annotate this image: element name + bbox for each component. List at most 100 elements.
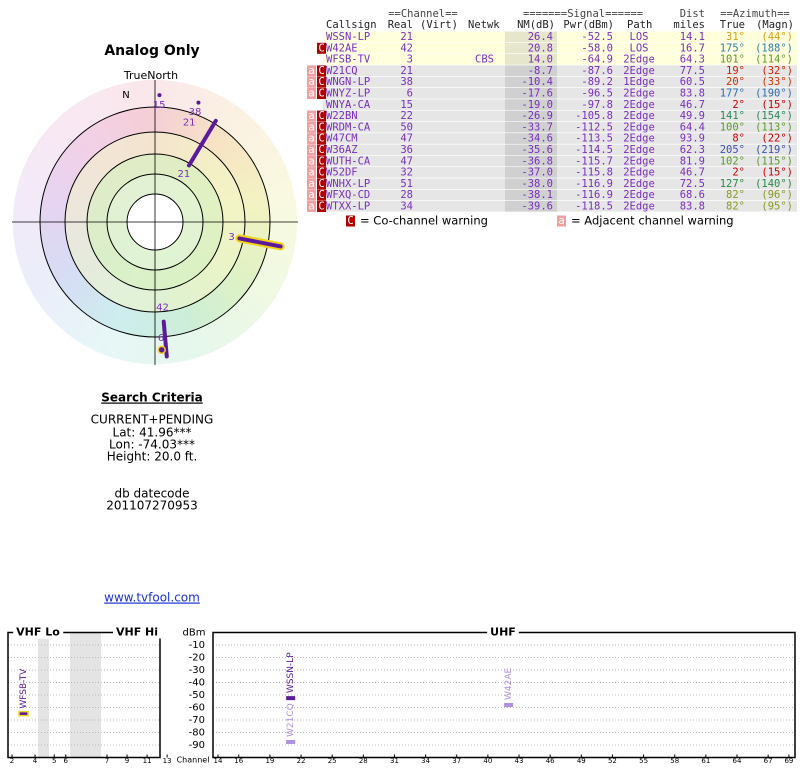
cochannel-warning: C <box>318 167 324 179</box>
site-link[interactable]: www.tvfool.com <box>104 591 200 605</box>
nm-cell <box>505 121 557 133</box>
table-row <box>323 133 797 144</box>
adjacent-warning: a <box>308 76 314 88</box>
azimuth-true: 100° <box>720 121 745 133</box>
signal-marker <box>504 703 514 707</box>
path: LOS <box>630 31 649 43</box>
column-header: Pwr(dBm) <box>563 19 614 31</box>
callsign: W52DF <box>326 167 358 179</box>
path: 2Edge <box>623 155 655 167</box>
power: -58.0 <box>581 42 613 54</box>
adjacent-warning: a <box>308 88 314 100</box>
cochannel-warning-box <box>317 133 326 145</box>
adjacent-warning: a <box>308 121 314 133</box>
x-tick-label: 5 <box>52 757 56 765</box>
nm-cell <box>505 133 557 144</box>
azimuth-magnetic: (96°) <box>761 189 793 201</box>
x-tick-label: 34 <box>421 757 430 765</box>
column-header: miles <box>673 19 705 31</box>
path: 2Edge <box>623 110 655 122</box>
cochannel-warning: C <box>318 42 324 54</box>
adjacent-warning: a <box>308 144 314 156</box>
power: -115.8 <box>575 167 613 179</box>
power: -87.6 <box>581 65 613 77</box>
station-channel-label: 15 <box>153 100 166 111</box>
path: 2Edge <box>623 88 655 100</box>
azimuth-magnetic: (154°) <box>755 110 793 122</box>
table-row <box>323 144 797 156</box>
callsign: WFXQ-CD <box>326 189 370 201</box>
nm-cell <box>505 144 557 156</box>
legend-adj-icon-box <box>557 215 566 227</box>
azimuth-true: 2° <box>732 167 745 179</box>
callsign: W47CM <box>326 133 358 145</box>
adjacent-warning: a <box>308 167 314 179</box>
adjacent-warning: a <box>308 110 314 122</box>
legend-co-text: = Co-channel warning <box>360 214 488 228</box>
signal-marker <box>286 740 296 744</box>
noise-margin: -8.7 <box>528 65 553 77</box>
cochannel-warning-box <box>317 167 326 179</box>
power: -116.9 <box>575 178 613 190</box>
adjacent-warning-box <box>307 133 316 145</box>
signal-label: WSSN-LP <box>286 652 296 693</box>
power: -52.5 <box>581 31 613 43</box>
nm-cell <box>505 88 557 99</box>
channel-real: 22 <box>400 110 413 122</box>
distance: 62.3 <box>680 144 705 156</box>
distance: 68.6 <box>680 189 705 201</box>
station-line <box>237 236 283 249</box>
azimuth-magnetic: (140°) <box>755 178 793 190</box>
nm-cell <box>505 76 557 88</box>
y-tick-label: -30 <box>189 665 205 676</box>
x-tick-label: 37 <box>452 757 461 765</box>
y-tick-label: -10 <box>189 640 205 651</box>
azimuth-true: 175° <box>720 42 745 54</box>
column-header: Callsign <box>326 19 377 31</box>
callsign: WFSB-TV <box>326 54 371 66</box>
cochannel-warning-box <box>317 42 326 54</box>
group-header: Dist <box>680 8 705 20</box>
callsign: WNYZ-LP <box>326 88 370 100</box>
x-tick-label: 7 <box>105 757 109 765</box>
callsign: WUTH-CA <box>326 155 371 167</box>
cochannel-warning: C <box>318 110 324 122</box>
cochannel-warning: C <box>318 155 324 167</box>
table-row <box>323 65 797 76</box>
cochannel-warning-box <box>317 189 326 201</box>
adjacent-warning-box <box>307 189 316 201</box>
noise-margin: 20.8 <box>528 42 553 54</box>
x-tick-label: 16 <box>234 757 243 765</box>
path: 2Edge <box>623 144 655 156</box>
adjacent-warning-box <box>307 144 316 156</box>
adjacent-warning-box <box>307 201 316 212</box>
noise-margin: -34.6 <box>521 133 553 145</box>
noise-margin: -33.7 <box>521 121 553 133</box>
title: Analog Only <box>104 43 199 59</box>
azimuth-magnetic: (44°) <box>761 31 793 43</box>
distance: 81.9 <box>680 155 705 167</box>
criteria-line: Height: 20.0 ft. <box>107 450 198 464</box>
nm-cell <box>505 31 557 43</box>
callsign: W21CQ <box>326 65 358 77</box>
adjacent-warning: a <box>308 189 314 201</box>
channel-real: 21 <box>400 65 413 77</box>
cochannel-warning-box <box>317 65 326 77</box>
panel-frame <box>7 631 161 759</box>
adjacent-warning-box <box>307 76 316 88</box>
panel-label: VHF Lo <box>16 626 60 639</box>
x-tick-label: 69 <box>784 757 793 765</box>
datecode: 201107270953 <box>106 499 198 513</box>
azimuth-magnetic: (113°) <box>755 121 793 133</box>
nm-cell <box>505 167 557 178</box>
y-tick-label: -70 <box>189 715 205 726</box>
noise-margin: -10.4 <box>521 76 553 88</box>
column-header: NM(dB) <box>517 19 555 31</box>
noise-margin: 26.4 <box>528 31 553 43</box>
power: -105.8 <box>575 110 613 122</box>
panel-label: VHF Hi <box>116 626 158 639</box>
signal-marker <box>286 696 296 701</box>
x-tick-label: 43 <box>515 757 524 765</box>
cochannel-warning: C <box>318 144 324 156</box>
